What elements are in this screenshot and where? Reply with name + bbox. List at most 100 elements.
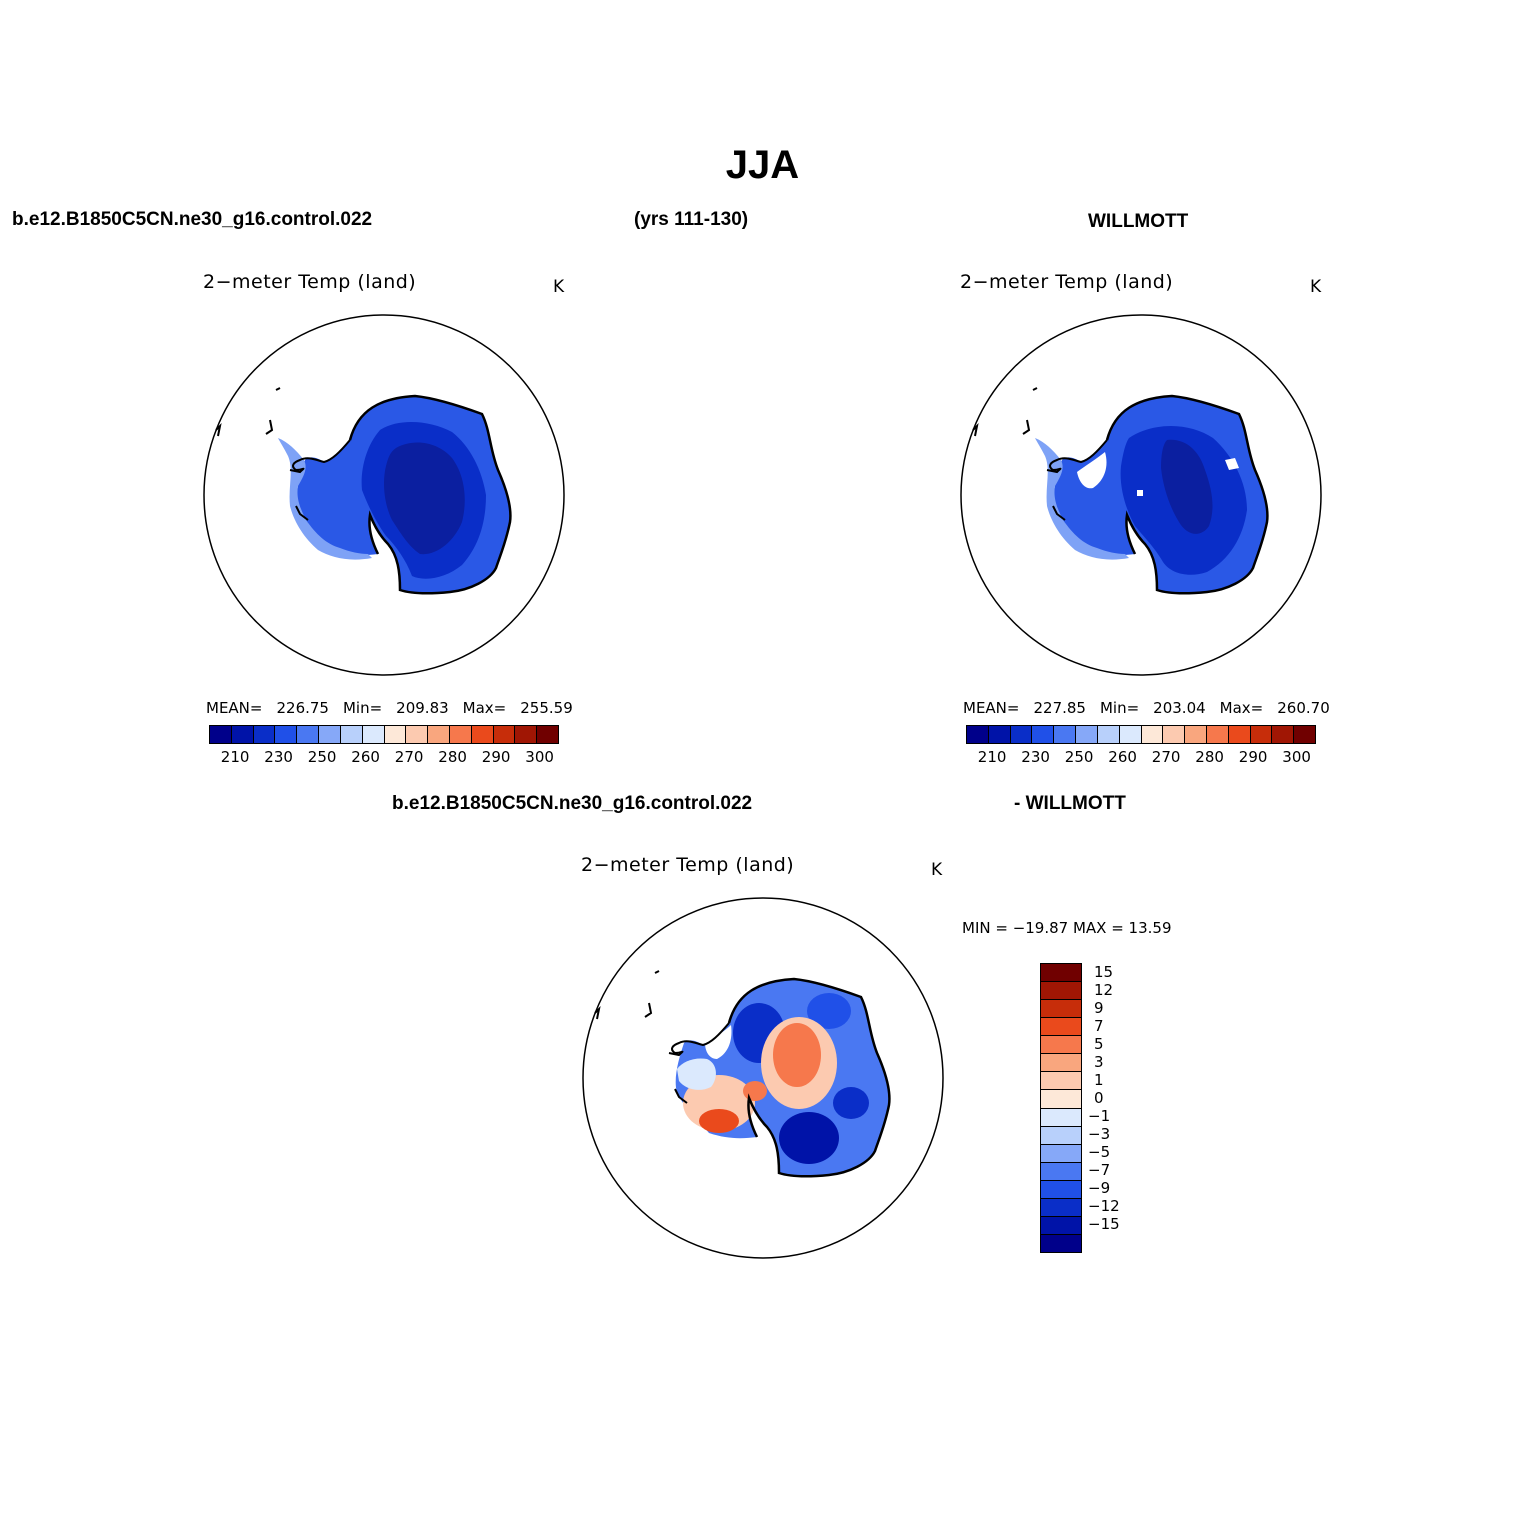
colorbar-tick-label: 260 [1108, 748, 1137, 766]
colorbar-swatch [1141, 726, 1164, 743]
colorbar-tick-label: 9 [1094, 999, 1104, 1017]
model-mean-label: MEAN= [206, 699, 263, 717]
colorbar-swatch [1097, 726, 1120, 743]
colorbar-swatch [1041, 1090, 1081, 1109]
obs-panel-units: K [1310, 277, 1322, 297]
colorbar-tick-label: 270 [1151, 748, 1181, 766]
peninsula-warm-patch [1077, 452, 1107, 489]
colorbar-tick-label: −15 [1088, 1215, 1120, 1233]
islands [594, 970, 660, 1020]
peninsula-coastline [644, 1002, 730, 1104]
model-min-value: 209.83 [396, 699, 449, 717]
colorbar-tick-label: 3 [1094, 1053, 1104, 1071]
obs-stats: MEAN= 227.85 Min= 203.04 Max= 260.70 [963, 699, 1344, 717]
colorbar-tick-label: 12 [1094, 981, 1114, 999]
colorbar-swatch [1206, 726, 1229, 743]
colorbar-swatch [1041, 1144, 1081, 1163]
model-mean-value: 226.75 [276, 699, 329, 717]
obs-colorbar [966, 725, 1316, 744]
diff-case-name-header: b.e12.B1850C5CN.ne30_g16.control.022 [392, 793, 753, 814]
cold-anomaly-east [833, 1087, 869, 1119]
coastline [727, 977, 891, 1178]
peninsula-white [705, 1025, 732, 1059]
diff-panel-title: 2−meter Temp (land) [581, 854, 795, 876]
colorbar-swatch [231, 726, 254, 743]
colorbar-tick-label: 250 [1064, 748, 1094, 766]
colorbar-tick-label: 230 [1021, 748, 1050, 766]
obs-colorbar-labels: 210 230 250 260 270 280 290 300 [966, 748, 1314, 768]
model-panel-units: K [553, 277, 565, 297]
diff-obs-name-header: - WILLMOTT [1014, 793, 1126, 814]
cold-anomaly-south [779, 1112, 839, 1164]
colorbar-swatch [1041, 1018, 1081, 1037]
map-boundary-circle [203, 314, 565, 676]
diff-colorbar-labels: 15 12 9 7 5 3 1 0 −1 −3 −5 −7 −9 −12 −15 [1088, 963, 1148, 1251]
map-boundary-circle [582, 897, 944, 1259]
antarctica-obs-field [1035, 396, 1268, 594]
colorbar-tick-label: 210 [220, 748, 250, 766]
model-max-value: 255.59 [520, 699, 573, 717]
colorbar-tick-label: −9 [1088, 1179, 1111, 1197]
colorbar-swatch [493, 726, 516, 743]
obs-max-value: 260.70 [1277, 699, 1330, 717]
diff-panel-units: K [931, 860, 943, 880]
obs-min-value: 203.04 [1153, 699, 1206, 717]
colorbar-swatch [1041, 1000, 1081, 1019]
model-panel-title: 2−meter Temp (land) [203, 271, 417, 293]
obs-min-label: Min= [1099, 699, 1140, 717]
colorbar-tick-label: 1 [1094, 1071, 1104, 1089]
colorbar-swatch [1163, 726, 1186, 743]
colorbar-swatch [1054, 726, 1077, 743]
colorbar-swatch [1041, 1036, 1081, 1055]
colorbar-swatch [1250, 726, 1273, 743]
case-name-header: b.e12.B1850C5CN.ne30_g16.control.022 [12, 209, 373, 230]
colorbar-swatch [1041, 982, 1081, 1001]
colorbar-swatch [1185, 726, 1207, 743]
colorbar-swatch [253, 726, 276, 743]
colorbar-tick-label: 230 [264, 748, 293, 766]
colorbar-swatch [1228, 726, 1251, 743]
islands [215, 387, 281, 437]
colorbar-swatch [1076, 726, 1098, 743]
colorbar-tick-label: 15 [1094, 963, 1114, 981]
obs-mean-value: 227.85 [1033, 699, 1086, 717]
colorbar-tick-label: 210 [977, 748, 1007, 766]
colorbar-swatch [967, 726, 989, 743]
map-boundary-circle [960, 314, 1322, 676]
colorbar-swatch [471, 726, 494, 743]
model-colorbar [209, 725, 559, 744]
obs-name-header: WILLMOTT [1088, 211, 1189, 232]
colorbar-swatch [1041, 1180, 1081, 1199]
colorbar-tick-label: 250 [307, 748, 337, 766]
model-max-label: Max= [462, 699, 507, 717]
interior-coldest [384, 442, 465, 555]
colorbar-swatch [1041, 1072, 1081, 1091]
years-header: (yrs 111-130) [634, 209, 749, 230]
colorbar-swatch [449, 726, 472, 743]
peninsula-neutral [677, 1058, 716, 1090]
colorbar-tick-label: 290 [1238, 748, 1268, 766]
islands [972, 387, 1038, 437]
antarctica-model-field [278, 396, 511, 594]
colorbar-swatch [988, 726, 1011, 743]
interior-white-spot [1137, 490, 1143, 496]
colorbar-tick-label: 280 [1195, 748, 1224, 766]
main-title: JJA [725, 143, 800, 187]
diff-minmax: MIN = −19.87 MAX = 13.59 [962, 919, 1172, 937]
model-min-label: Min= [342, 699, 383, 717]
colorbar-tick-label: −1 [1088, 1107, 1111, 1125]
colorbar-swatch [275, 726, 298, 743]
colorbar-tick-label: 280 [438, 748, 467, 766]
warm-anomaly-center [773, 1023, 821, 1087]
colorbar-swatch [1294, 726, 1315, 743]
colorbar-tick-label: −5 [1088, 1143, 1111, 1161]
obs-polar-map [960, 314, 1322, 676]
diff-polar-map [582, 897, 944, 1259]
colorbar-tick-label: −3 [1088, 1125, 1111, 1143]
colorbar-swatch [515, 726, 538, 743]
colorbar-swatch [428, 726, 450, 743]
coast-white-spot [1225, 458, 1239, 470]
colorbar-swatch [1010, 726, 1033, 743]
peninsula-coastline [265, 419, 351, 521]
colorbar-swatch [1041, 1126, 1081, 1145]
